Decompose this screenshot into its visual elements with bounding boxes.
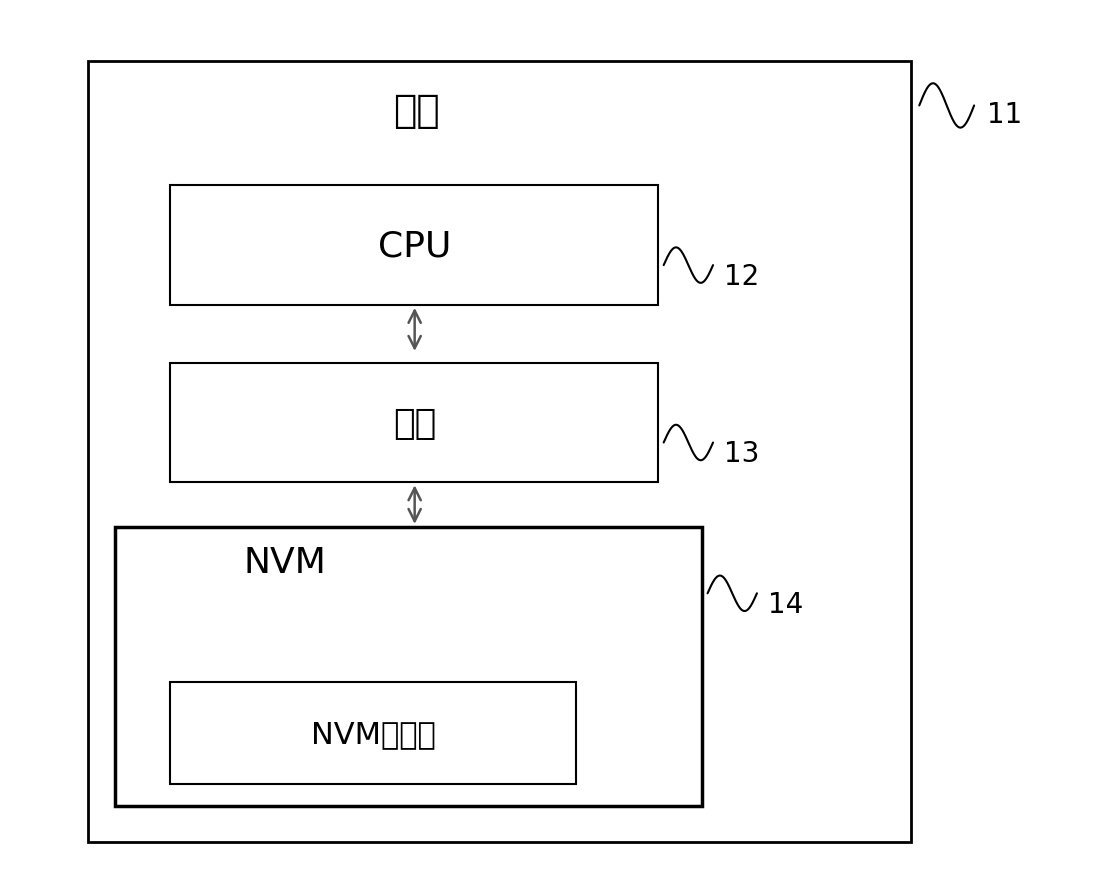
Text: 内存: 内存 bbox=[393, 407, 437, 440]
Text: 14: 14 bbox=[768, 590, 803, 618]
Text: 主板: 主板 bbox=[394, 92, 440, 129]
Bar bbox=[115, 527, 702, 806]
Text: CPU: CPU bbox=[378, 229, 451, 263]
Bar bbox=[170, 186, 658, 306]
Bar bbox=[88, 62, 911, 842]
Text: 11: 11 bbox=[987, 101, 1022, 129]
Text: NVM: NVM bbox=[244, 546, 327, 579]
Text: 12: 12 bbox=[724, 262, 759, 291]
Bar bbox=[170, 363, 658, 483]
Text: NVM控制器: NVM控制器 bbox=[310, 719, 436, 748]
Bar bbox=[170, 682, 576, 784]
Text: 13: 13 bbox=[724, 439, 759, 468]
